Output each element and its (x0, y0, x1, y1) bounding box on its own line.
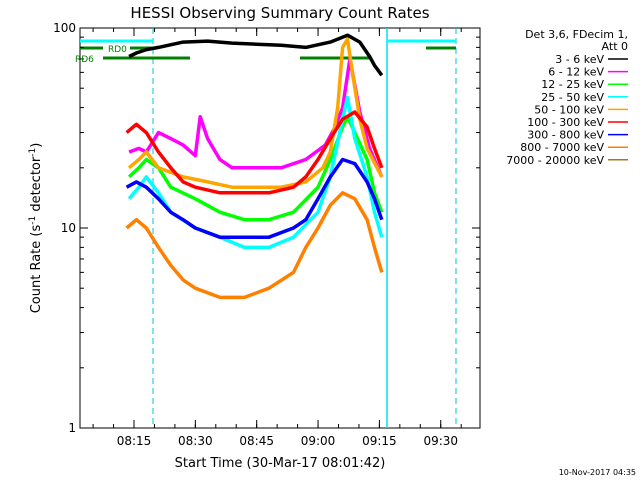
legend-header-2: Att 0 (602, 40, 628, 53)
legend-label-5: 100 - 300 keV (527, 116, 604, 129)
plot-frame (79, 27, 481, 429)
legend-label-4: 50 - 100 keV (534, 103, 604, 116)
axes-layer: 08:15 08:30 08:45 09:00 09:15 09:30 1 10 100 (53, 21, 480, 448)
y-tick-label-1: 10 (61, 221, 76, 235)
legend-label-1: 6 - 12 keV (548, 66, 604, 79)
legend-label-6: 300 - 800 keV (527, 129, 604, 142)
series-line-0 (128, 33, 384, 77)
y-axis-label: Count Rate (s-1 detector-1) (28, 143, 44, 314)
x-tick-label-4: 09:15 (362, 434, 397, 448)
x-axis-label: Start Time (30-Mar-17 08:01:42) (175, 456, 386, 471)
x-tick-label-3: 09:00 (301, 434, 336, 448)
series-line-4 (127, 37, 384, 189)
series-line-6 (125, 157, 384, 239)
rd6-label: RD6 (75, 55, 94, 65)
x-tick-label-2: 08:45 (239, 434, 274, 448)
x-tick-label-1: 08:30 (178, 434, 213, 448)
legend-label-7: 800 - 7000 keV (520, 141, 604, 154)
x-tick-label-0: 08:15 (117, 434, 152, 448)
series-line-5 (125, 110, 384, 195)
legend-label-2: 12 - 25 keV (541, 78, 604, 91)
legend-label-8: 7000 - 20000 keV (506, 154, 604, 167)
rd0-label: RD0 (108, 45, 127, 55)
legend-header-1: Det 3,6, FDecim 1, (525, 28, 628, 41)
y-tick-label-2: 100 (53, 21, 76, 35)
legend-label-3: 25 - 50 keV (541, 91, 604, 104)
series-line-1 (128, 57, 384, 178)
footer-timestamp: 10-Nov-2017 04:35 (559, 468, 636, 477)
series-line-7 (125, 191, 384, 300)
legend-label-0: 3 - 6 keV (555, 53, 604, 66)
series-layer (125, 33, 384, 300)
guide-lines (80, 28, 457, 428)
y-tick-label-0: 1 (68, 421, 76, 435)
x-tick-label-5: 09:30 (423, 434, 458, 448)
series-line-3 (127, 95, 384, 250)
chart-title: HESSI Observing Summary Count Rates (130, 4, 429, 22)
